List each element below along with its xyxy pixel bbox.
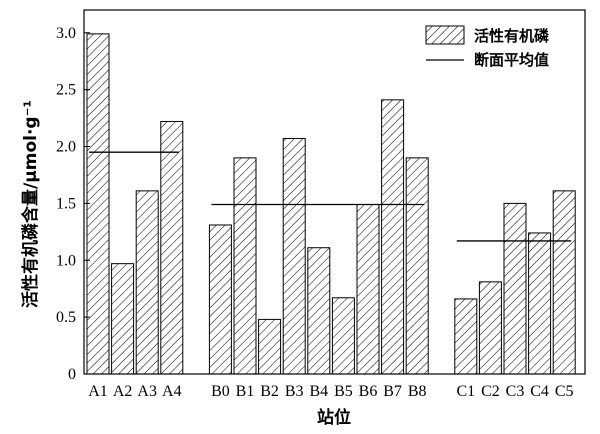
x-tick-label-b4: B4: [309, 383, 328, 400]
bar-b5: [331, 297, 355, 375]
x-tick-label-a2: A2: [113, 383, 133, 400]
bar-b6: [356, 204, 380, 375]
plot-frame: [83, 9, 586, 375]
x-tick-label-b3: B3: [285, 383, 304, 400]
x-tick-label-a1: A1: [88, 383, 108, 400]
legend: 活性有机磷 断面平均值: [425, 25, 550, 69]
legend-label-mean: 断面平均值: [474, 51, 549, 69]
x-tick-label-b5: B5: [334, 383, 353, 400]
y-tick-label: 1.0: [56, 252, 76, 269]
y-tick-label: 3.0: [56, 25, 76, 42]
bar-b8: [405, 157, 429, 375]
x-tick-label-a4: A4: [162, 383, 182, 400]
x-axis: A1 A2 A3 A4 B0 B1 B2 B3 B4 B5 B6 B7 B8 C1 C2 C3 C4 C5: [88, 383, 573, 400]
bar-b2: [258, 318, 282, 375]
bar-c1: [454, 298, 478, 375]
plot-area: [86, 33, 576, 375]
bar-b4: [307, 247, 331, 375]
bar-a4: [160, 120, 184, 375]
y-tick-label: 0: [68, 366, 76, 383]
x-tick-label-c3: C3: [506, 383, 525, 400]
legend-label-bar: 活性有机磷: [474, 27, 550, 45]
bar-a1: [86, 33, 110, 375]
bar-a2: [111, 263, 135, 375]
bar-c5: [552, 190, 576, 375]
legend-swatch-bar: [425, 25, 465, 45]
x-axis-title: 站位: [317, 407, 351, 428]
x-tick-label-b2: B2: [260, 383, 279, 400]
y-tick-label: 2.0: [56, 139, 76, 156]
bar-c4: [528, 232, 552, 375]
x-tick-label-b8: B8: [408, 383, 427, 400]
x-tick-label-b1: B1: [236, 383, 255, 400]
bar-b3: [282, 138, 306, 375]
x-tick-label-b7: B7: [383, 383, 402, 400]
x-tick-label-c2: C2: [481, 383, 500, 400]
y-tick-label: 1.5: [56, 195, 76, 212]
y-tick-label: 0.5: [56, 309, 76, 326]
x-tick-label-b0: B0: [211, 383, 230, 400]
x-tick-label-c1: C1: [456, 383, 475, 400]
y-axis: 0 0.5 1.0 1.5 2.0 2.5 3.0: [56, 25, 90, 383]
x-tick-label-a3: A3: [137, 383, 157, 400]
x-tick-label-c4: C4: [530, 383, 549, 400]
x-tick-label-b6: B6: [359, 383, 378, 400]
bar-b7: [381, 99, 405, 375]
y-axis-title: 活性有机磷含量/μmol·g⁻¹: [20, 100, 41, 308]
bar-c2: [478, 281, 502, 375]
bar-b1: [233, 157, 257, 375]
bar-c3: [503, 202, 527, 375]
y-tick-label: 2.5: [56, 82, 76, 99]
x-tick-label-c5: C5: [555, 383, 574, 400]
bar-b0: [208, 224, 232, 375]
bar-a3: [135, 190, 159, 375]
